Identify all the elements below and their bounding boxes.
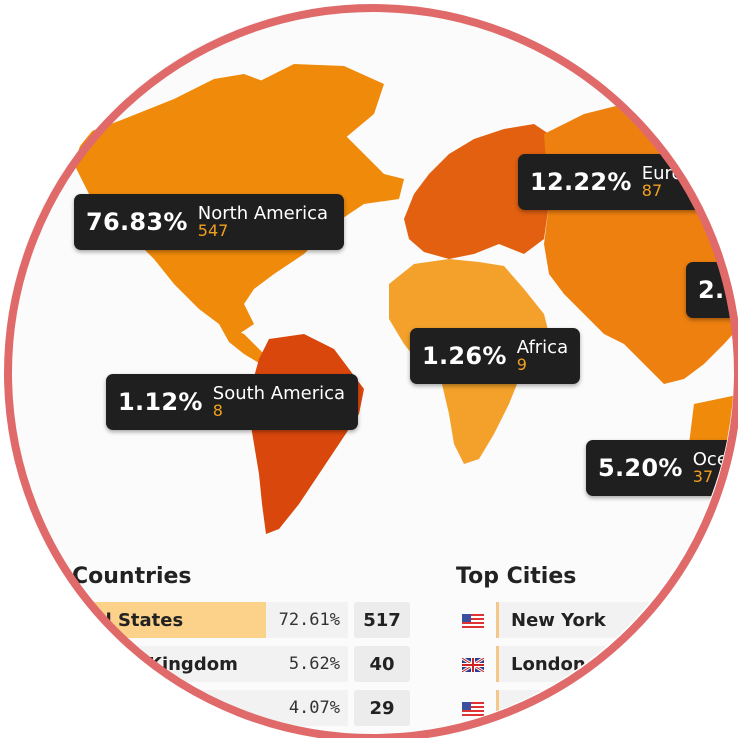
- country-count: 517: [354, 602, 410, 638]
- callout-africa[interactable]: 1.26% Africa 9: [410, 328, 580, 384]
- callout-count: 37: [692, 467, 714, 486]
- country-count: 29: [354, 690, 410, 726]
- callout-asia[interactable]: 2.: [686, 262, 734, 318]
- country-bar: ted States: [70, 602, 266, 638]
- city-name: [496, 690, 706, 726]
- country-percent: 72.61%: [266, 602, 348, 638]
- callout-percent: 12.22%: [530, 168, 632, 196]
- country-bar: Kingdom: [70, 646, 266, 682]
- callout-count: 547: [197, 221, 229, 240]
- city-name: New York: [496, 602, 706, 638]
- country-row[interactable]: Kingdom 5.62% 40: [70, 646, 410, 682]
- country-bar: [70, 690, 266, 726]
- city-row[interactable]: [462, 690, 706, 726]
- callout-percent: 1.12%: [118, 388, 203, 416]
- country-name: ted States: [78, 609, 184, 631]
- city-row[interactable]: New York: [462, 602, 706, 638]
- callout-percent: 2.: [698, 276, 725, 304]
- callout-percent: 1.26%: [422, 342, 507, 370]
- callout-europe[interactable]: 12.22% Euro 87: [518, 154, 734, 210]
- country-count: 40: [354, 646, 410, 682]
- callout-percent: 5.20%: [598, 454, 683, 482]
- city-name: London: [496, 646, 706, 682]
- country-row[interactable]: ted States 72.61% 517: [70, 602, 410, 638]
- callout-count: 9: [516, 355, 527, 374]
- country-row[interactable]: 4.07% 29: [70, 690, 410, 726]
- callout-region-name: Euro: [641, 163, 683, 184]
- city-row[interactable]: London: [461, 646, 706, 682]
- zoom-lens: 76.83% North America 547 12.22% Euro 87 …: [4, 4, 734, 734]
- callout-oceania[interactable]: 5.20% Oce 37: [586, 440, 734, 496]
- country-name: Kingdom: [148, 653, 238, 675]
- country-share-bar: [70, 602, 266, 638]
- callout-south-america[interactable]: 1.12% South America 8: [106, 374, 358, 430]
- continent-europe[interactable]: [404, 124, 549, 259]
- callout-count: 8: [212, 401, 223, 420]
- callout-region-name: Africa: [516, 337, 569, 358]
- us-flag-icon: [462, 613, 484, 628]
- callout-count: 87: [641, 181, 663, 200]
- continent-central-america[interactable]: [219, 324, 269, 366]
- callout-region-name: Oce: [692, 449, 728, 470]
- country-percent: 5.62%: [266, 646, 348, 682]
- callout-region-name: South America: [212, 383, 346, 404]
- us-flag-icon: [462, 701, 484, 716]
- continent-south-america[interactable]: [249, 334, 364, 534]
- callout-north-america[interactable]: 76.83% North America 547: [74, 194, 344, 250]
- country-percent: 4.07%: [266, 690, 348, 726]
- countries-title: Countries: [72, 564, 192, 589]
- cities-title: Top Cities: [456, 564, 577, 589]
- callout-percent: 76.83%: [86, 208, 188, 236]
- callout-region-name: North America: [197, 203, 329, 224]
- uk-flag-icon: [461, 656, 485, 674]
- continent-greenland[interactable]: [254, 64, 384, 154]
